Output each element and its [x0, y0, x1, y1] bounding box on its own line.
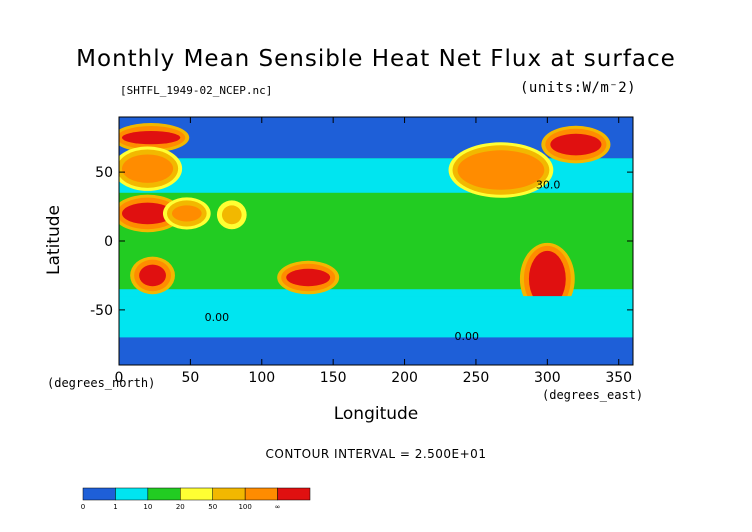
y-axis-unit-note: (degrees_north) — [47, 376, 156, 390]
colorbar-level-label: 10 — [143, 503, 152, 511]
region-arabia — [171, 205, 202, 222]
x-tick-label: 0 — [115, 370, 124, 386]
file-name-label: [SHTFL_1949-02_NCEP.nc] — [120, 84, 273, 97]
x-tick-label: 350 — [605, 370, 632, 386]
colorbar-level-label: 100 — [238, 503, 251, 511]
region-greenland — [550, 133, 602, 156]
region-sahara — [122, 202, 174, 225]
region-europe — [122, 154, 174, 183]
contour-label: 0.00 — [205, 311, 230, 324]
contour-label: 0.00 — [455, 330, 480, 343]
x-tick-label: 50 — [181, 370, 199, 386]
region-arctic-west — [122, 131, 181, 145]
y-tick-label: -50 — [90, 303, 113, 319]
x-axis-unit-note: (degrees_east) — [542, 388, 644, 402]
colorbar-swatch — [277, 487, 311, 501]
region-south-america — [528, 250, 566, 307]
colorbar-swatch — [212, 487, 246, 501]
region-southern-africa — [139, 264, 166, 287]
colorbar-swatch — [244, 487, 278, 501]
colorbar-swatch — [147, 487, 181, 501]
colorbar-swatch — [180, 487, 213, 501]
colorbar-level-label: 0 — [81, 503, 85, 511]
colorbar-swatch — [82, 487, 116, 501]
y-tick-label: 50 — [95, 165, 113, 181]
colorbar-level-label: 1 — [113, 503, 117, 511]
colorbar-level-label: ∞ — [275, 503, 281, 511]
colorbar-swatch — [115, 487, 149, 501]
y-tick-label: 0 — [104, 234, 113, 250]
region-north-america — [457, 150, 545, 190]
x-axis-label: Longitude — [333, 404, 419, 424]
x-tick-label: 100 — [248, 370, 275, 386]
region-southern-ocean — [119, 296, 633, 338]
x-tick-label: 300 — [534, 370, 561, 386]
region-antarctica — [119, 337, 633, 365]
contour-label: 30.0 — [536, 179, 561, 192]
region-australia — [286, 268, 331, 287]
x-tick-label: 250 — [463, 370, 490, 386]
region-india — [221, 205, 242, 225]
colorbar-level-label: 20 — [176, 503, 185, 511]
contour-interval-label: CONTOUR INTERVAL = 2.500E+01 — [265, 447, 487, 461]
colorbar-level-label: 50 — [208, 503, 217, 511]
x-tick-label: 200 — [391, 370, 418, 386]
units-label: (units:W/m⁻2) — [520, 80, 637, 96]
chart-title: Monthly Mean Sensible Heat Net Flux at s… — [76, 46, 676, 72]
x-tick-label: 150 — [320, 370, 347, 386]
